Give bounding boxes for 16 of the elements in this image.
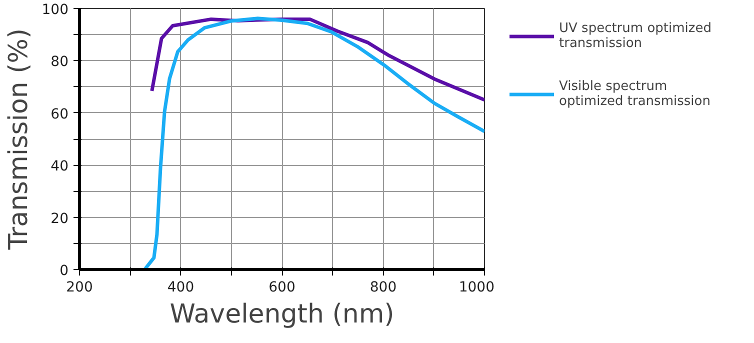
x-tick-label: 1000 xyxy=(458,280,495,296)
y-tick-label: 60 xyxy=(50,106,69,122)
y-tick-label: 40 xyxy=(50,158,69,175)
x-tick-label: 800 xyxy=(370,280,397,296)
y-axis-title: Transmission (%) xyxy=(4,28,34,251)
x-tick-label: 600 xyxy=(268,280,296,296)
y-tick-label: 100 xyxy=(42,2,69,18)
legend-label: UV spectrum optimized transmission xyxy=(559,21,712,51)
line-series xyxy=(144,16,484,270)
y-tick-label: 20 xyxy=(50,210,69,227)
x-axis-title: Wavelength (nm) xyxy=(170,300,394,330)
x-tick-label: 400 xyxy=(167,280,194,296)
x-tick-label: 200 xyxy=(66,280,93,296)
legend-label: Visible spectrum optimized transmission xyxy=(559,79,710,109)
y-tick-label: 0 xyxy=(60,263,69,279)
y-tick-label: 80 xyxy=(50,54,69,70)
